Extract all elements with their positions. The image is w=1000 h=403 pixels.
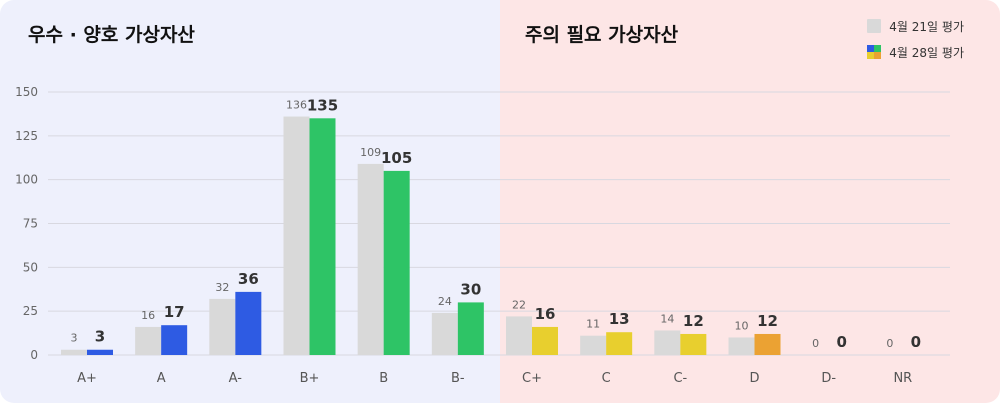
x-tick-label: C bbox=[602, 371, 611, 386]
data-label-curr: 13 bbox=[609, 310, 630, 328]
good-panel-title: 우수 · 양호 가상자산 bbox=[28, 24, 195, 46]
data-label-curr: 0 bbox=[836, 333, 846, 351]
bar-curr bbox=[680, 333, 707, 355]
bar-curr bbox=[754, 333, 781, 355]
data-label-prev: 16 bbox=[141, 309, 155, 322]
caution-panel-bg-edge bbox=[500, 0, 514, 403]
x-tick-label: C- bbox=[673, 371, 687, 386]
bar-curr bbox=[235, 291, 262, 355]
data-label-curr: 12 bbox=[683, 312, 704, 330]
data-label-prev: 136 bbox=[286, 99, 307, 112]
y-tick-label: 0 bbox=[30, 348, 38, 362]
caution-panel-title: 주의 필요 가상자산 bbox=[525, 24, 679, 46]
bar-prev bbox=[431, 312, 458, 355]
data-label-prev: 109 bbox=[360, 146, 381, 159]
legend-item-curr: 4월 28일 평가 bbox=[867, 44, 964, 60]
x-tick-label: B bbox=[379, 371, 388, 386]
x-tick-label: A- bbox=[229, 371, 243, 386]
legend-item-prev: 4월 21일 평가 bbox=[867, 18, 964, 34]
bar-curr bbox=[606, 332, 633, 355]
data-label-curr: 12 bbox=[757, 312, 778, 330]
data-label-curr: 16 bbox=[535, 305, 556, 323]
bar-curr bbox=[532, 326, 558, 355]
data-label-prev: 22 bbox=[512, 298, 526, 311]
bar-curr bbox=[383, 170, 410, 355]
data-label-curr: 0 bbox=[911, 333, 921, 351]
x-tick-label: B- bbox=[451, 371, 465, 386]
data-label-prev: 32 bbox=[215, 281, 229, 294]
data-label-curr: 135 bbox=[307, 96, 338, 114]
y-tick-label: 25 bbox=[23, 304, 38, 318]
data-label-curr: 17 bbox=[164, 303, 185, 321]
bar-prev bbox=[357, 163, 384, 355]
data-label-prev: 0 bbox=[812, 337, 819, 350]
data-label-prev: 10 bbox=[735, 319, 749, 332]
x-tick-label: NR bbox=[893, 371, 912, 386]
data-label-curr: 36 bbox=[238, 270, 259, 288]
legend-swatch-curr bbox=[867, 45, 882, 59]
caution-panel-bg bbox=[500, 0, 1000, 403]
good-panel-bg-edge bbox=[486, 0, 500, 403]
legend-label-prev: 4월 21일 평가 bbox=[889, 19, 964, 34]
data-label-prev: 3 bbox=[71, 332, 78, 345]
bar-prev bbox=[135, 326, 162, 355]
y-tick-label: 75 bbox=[23, 217, 38, 231]
data-label-curr: 105 bbox=[381, 149, 412, 167]
data-label-prev: 11 bbox=[586, 318, 600, 331]
bar-prev bbox=[728, 337, 755, 355]
x-tick-label: D bbox=[749, 371, 759, 386]
bar-prev bbox=[283, 116, 310, 356]
x-tick-label: C+ bbox=[522, 371, 542, 386]
y-tick-label: 50 bbox=[23, 260, 38, 274]
bar-prev bbox=[61, 349, 87, 355]
data-label-prev: 14 bbox=[660, 312, 674, 325]
x-tick-label: B+ bbox=[300, 371, 320, 386]
data-label-curr: 30 bbox=[460, 280, 481, 298]
y-tick-label: 150 bbox=[15, 85, 38, 99]
y-tick-label: 125 bbox=[15, 129, 38, 143]
bar-prev bbox=[654, 330, 681, 355]
x-tick-label: A+ bbox=[77, 371, 97, 386]
x-tick-label: D- bbox=[821, 371, 836, 386]
bar-curr bbox=[309, 118, 336, 355]
bar-curr bbox=[161, 325, 188, 355]
bar-curr bbox=[87, 349, 113, 355]
legend-swatch-prev bbox=[867, 19, 882, 33]
bar-prev bbox=[580, 335, 607, 355]
bar-curr bbox=[457, 302, 484, 355]
bar-prev bbox=[209, 298, 236, 355]
legend-label-curr: 4월 28일 평가 bbox=[889, 45, 964, 60]
chart-legend: 4월 21일 평가 4월 28일 평가 bbox=[867, 18, 964, 70]
data-label-prev: 24 bbox=[438, 295, 452, 308]
data-label-curr: 3 bbox=[95, 328, 105, 346]
bar-prev bbox=[506, 316, 532, 355]
data-label-prev: 0 bbox=[886, 337, 893, 350]
x-tick-label: A bbox=[157, 371, 166, 386]
y-tick-label: 100 bbox=[15, 173, 38, 187]
